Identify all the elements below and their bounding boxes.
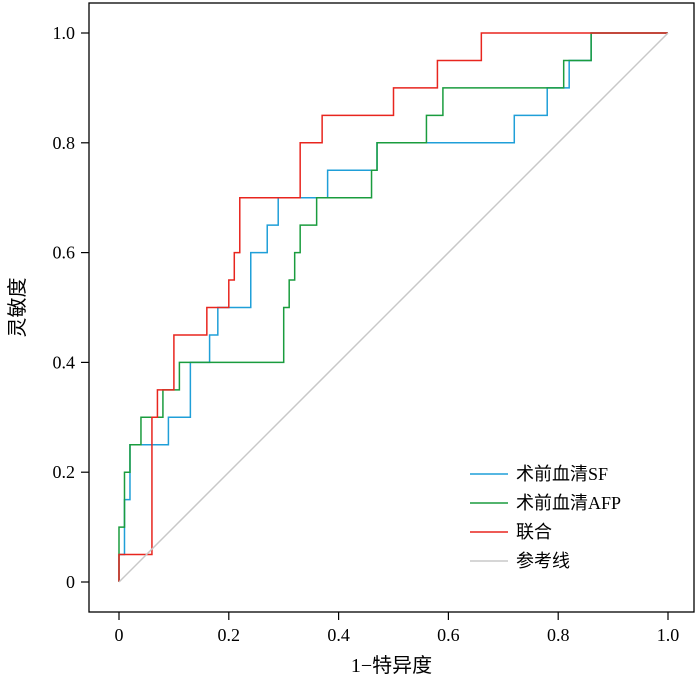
y-axis-ticks: 0 0.2 0.4 0.6 0.8 1.0	[53, 23, 89, 592]
x-tick-label: 1.0	[657, 625, 680, 645]
legend-label: 参考线	[516, 551, 570, 571]
y-tick-label: 0.8	[53, 133, 76, 153]
x-axis-ticks: 0 0.2 0.4 0.6 0.8 1.0	[115, 612, 680, 645]
x-tick-label: 0.8	[547, 625, 570, 645]
series-line-2	[118, 32, 668, 582]
plot-frame	[88, 2, 695, 613]
x-tick-label: 0.6	[437, 625, 460, 645]
x-tick-label: 0	[115, 625, 124, 645]
series-line-1	[118, 32, 668, 582]
y-tick-label: 1.0	[53, 23, 76, 43]
legend-label: 联合	[516, 522, 552, 542]
y-tick-label: 0.6	[53, 243, 76, 263]
y-axis-label: 灵敏度	[6, 278, 29, 338]
y-tick-label: 0.4	[53, 352, 76, 372]
y-tick-label: 0	[66, 572, 75, 592]
legend-label: 术前血清AFP	[516, 493, 621, 513]
x-tick-label: 0.2	[218, 625, 241, 645]
x-tick-label: 0.4	[327, 625, 350, 645]
series-line-4	[118, 32, 669, 583]
series-lines	[118, 32, 669, 583]
legend-label: 术前血清SF	[516, 464, 608, 484]
plot-border	[88, 2, 695, 613]
x-axis-label: 1−特异度	[351, 654, 432, 677]
series-line-3	[118, 32, 668, 582]
y-tick-label: 0.2	[53, 462, 76, 482]
